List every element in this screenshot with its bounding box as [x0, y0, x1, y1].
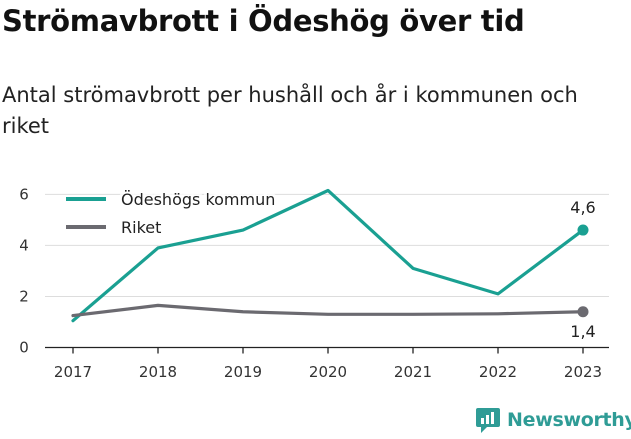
- grid-lines: [45, 193, 609, 297]
- series-lines: [71, 188, 585, 323]
- data-label: 4,6: [570, 198, 595, 217]
- legend: Ödeshögs kommun Riket: [66, 187, 278, 240]
- series-end-point: [577, 224, 589, 236]
- legend-label: Ödeshögs kommun: [121, 190, 275, 209]
- line-chart: 0 2 4 6 2017 2018 2019 2020 2021 2022 2023 Ödeshö…: [19, 185, 609, 381]
- x-tick-label: 2023: [564, 363, 602, 381]
- x-axis-ticks: 2017 2018 2019 2020 2021 2022 2023: [45, 346, 609, 381]
- x-tick-label: 2018: [139, 363, 177, 381]
- series-line-kommun: [71, 188, 585, 323]
- y-tick-label: 2: [19, 287, 29, 305]
- x-tick-label: 2022: [479, 363, 517, 381]
- brand-name: Newsworthy: [507, 409, 631, 431]
- newsworthy-logo-icon: [476, 408, 500, 433]
- series-line-riket: [71, 303, 585, 318]
- x-tick-label: 2019: [224, 363, 262, 381]
- y-tick-label: 6: [19, 185, 29, 203]
- legend-label: Riket: [121, 218, 161, 237]
- chart-title: Strömavbrott i Ödeshög över tid: [2, 4, 525, 38]
- x-tick-label: 2017: [54, 363, 92, 381]
- series-end-point: [577, 306, 589, 318]
- y-tick-label: 4: [19, 236, 29, 254]
- y-axis-ticks: 0 2 4 6: [19, 185, 29, 356]
- data-label: 1,4: [570, 322, 595, 341]
- y-tick-label: 0: [19, 339, 29, 357]
- x-tick-label: 2021: [394, 363, 432, 381]
- series-end-points: 4,6 1,4: [570, 198, 595, 341]
- chart-subtitle: Antal strömavbrott per hushåll och år i …: [2, 83, 578, 138]
- newsworthy-brand: Newsworthy: [475, 406, 631, 434]
- x-tick-label: 2020: [309, 363, 347, 381]
